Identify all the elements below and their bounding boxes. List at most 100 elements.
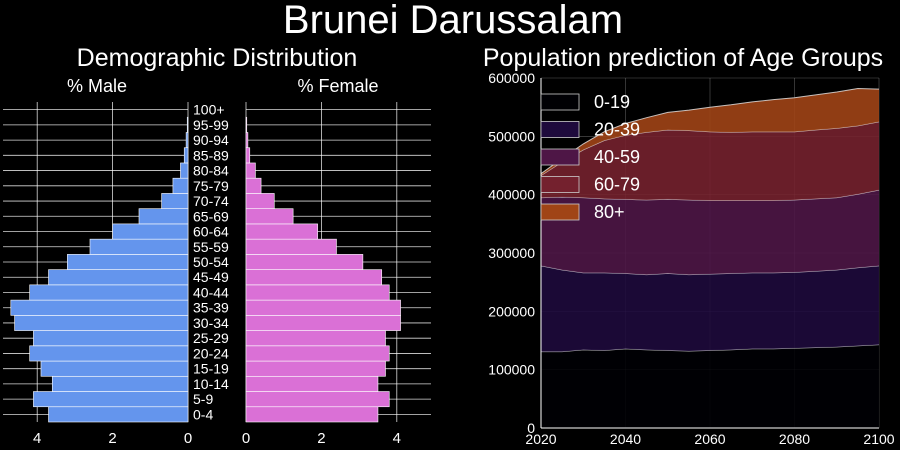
- age-group-label: 75-79: [193, 178, 229, 194]
- female-tick-label: 0: [242, 430, 250, 447]
- female-bar: [245, 315, 401, 331]
- male-tick-label: 2: [108, 430, 116, 447]
- age-group-label: 20-24: [193, 345, 229, 361]
- male-bar: [48, 269, 189, 286]
- age-group-label: 45-49: [193, 269, 229, 285]
- male-bar: [183, 147, 189, 164]
- age-group-label: 55-59: [193, 239, 229, 255]
- female-bar: [245, 254, 364, 270]
- age-group-label: 40-44: [193, 284, 229, 300]
- male-bar: [186, 116, 189, 133]
- age-group-label: 5-9: [193, 391, 213, 407]
- age-group-label: 0-4: [193, 406, 213, 422]
- female-bar: [245, 208, 294, 225]
- male-bar: [48, 406, 189, 423]
- female-bar: [245, 391, 390, 408]
- age-group-label: 90-94: [193, 132, 229, 148]
- y-tick-label: 400000: [488, 187, 535, 203]
- pyramid-title: Demographic Distribution: [77, 44, 358, 72]
- female-tick-label: 2: [317, 430, 325, 447]
- area-0-19: [541, 344, 879, 428]
- male-bar: [185, 132, 189, 149]
- area-80+: [541, 88, 879, 176]
- male-bar: [172, 177, 189, 194]
- female-bar: [245, 116, 248, 133]
- age-group-label: 30-34: [193, 315, 229, 331]
- area-chart: 0 100000 200000 300000 400000 500000 600000 202…: [488, 70, 894, 447]
- y-tick-label: 0: [527, 420, 535, 436]
- x-tick-label: 2020: [525, 431, 556, 447]
- legend-swatch-60-79: [540, 176, 580, 193]
- male-subtitle: % Male: [67, 76, 127, 96]
- male-bar: [112, 223, 189, 240]
- figure-title: Brunei Darussalam: [283, 0, 623, 42]
- male-bar: [67, 254, 189, 270]
- pyramid-panel: Demographic Distribution % Male % Female…: [3, 44, 431, 447]
- y-tick-label: 300000: [488, 245, 535, 261]
- female-bar: [245, 177, 262, 194]
- female-bar: [245, 406, 379, 423]
- male-tick-label: 4: [33, 430, 41, 447]
- x-tick-label: 2060: [694, 431, 725, 447]
- area-line-80+: [540, 87, 880, 175]
- age-group-label: 70-74: [193, 193, 229, 209]
- x-tick-label: 2100: [863, 431, 894, 447]
- male-bar: [40, 360, 189, 377]
- x-tick-label: 2080: [779, 431, 810, 447]
- age-group-label: 15-19: [193, 361, 229, 377]
- male-bar: [14, 315, 189, 331]
- female-bar: [245, 269, 383, 286]
- male-bar: [51, 375, 189, 392]
- legend-label: 0-19: [594, 92, 630, 112]
- female-bar: [245, 330, 386, 347]
- age-labels: 0-45-910-1415-1920-2425-2930-3435-3940-4…: [193, 102, 229, 423]
- male-bar: [161, 193, 189, 209]
- area-20-39: [541, 265, 879, 352]
- age-group-label: 85-89: [193, 147, 229, 163]
- female-bar: [245, 147, 251, 164]
- male-bar: [29, 284, 189, 301]
- female-bar: [245, 193, 275, 209]
- age-group-label: 80-84: [193, 163, 229, 179]
- female-bar: [245, 345, 390, 362]
- age-group-label: 60-64: [193, 224, 229, 240]
- female-bar: [245, 162, 256, 179]
- female-bar: [245, 284, 390, 301]
- area-60-79: [541, 121, 879, 201]
- legend-swatch-20-39: [540, 121, 580, 138]
- legend-swatch-0-19: [540, 93, 580, 111]
- legend-label: 20-39: [594, 120, 640, 140]
- legend-swatch-80+: [540, 203, 580, 221]
- y-tick-label: 100000: [488, 362, 535, 378]
- age-group-label: 10-14: [193, 376, 229, 392]
- legend-label: 60-79: [594, 175, 640, 195]
- male-bar: [10, 299, 189, 316]
- y-tick-label: 500000: [488, 128, 535, 144]
- male-axes: 0 2 4: [3, 102, 192, 447]
- female-bar: [245, 238, 337, 255]
- legend-label: 80+: [594, 202, 625, 222]
- female-bar: [245, 299, 401, 316]
- age-group-label: 100+: [193, 102, 225, 118]
- male-bar: [29, 345, 189, 362]
- area-40-59: [541, 190, 879, 275]
- male-tick-label: 0: [184, 430, 192, 447]
- male-bar: [33, 391, 189, 408]
- y-tick-label: 600000: [488, 70, 535, 86]
- male-bar: [180, 162, 189, 179]
- age-group-label: 65-69: [193, 208, 229, 224]
- age-group-label: 25-29: [193, 330, 229, 346]
- female-bar: [245, 375, 379, 392]
- female-subtitle: % Female: [297, 76, 378, 96]
- male-bar: [89, 238, 189, 255]
- area-panel: Population prediction of Age Groups 0 100…: [483, 44, 895, 447]
- age-group-label: 35-39: [193, 300, 229, 316]
- male-bar: [33, 330, 189, 347]
- x-tick-label: 2040: [610, 431, 641, 447]
- female-bar: [245, 360, 386, 377]
- area-title: Population prediction of Age Groups: [483, 44, 883, 72]
- male-bar: [138, 208, 189, 225]
- age-group-label: 50-54: [193, 254, 229, 270]
- female-axes: 0 2 4: [242, 102, 431, 447]
- age-group-label: 95-99: [193, 117, 229, 133]
